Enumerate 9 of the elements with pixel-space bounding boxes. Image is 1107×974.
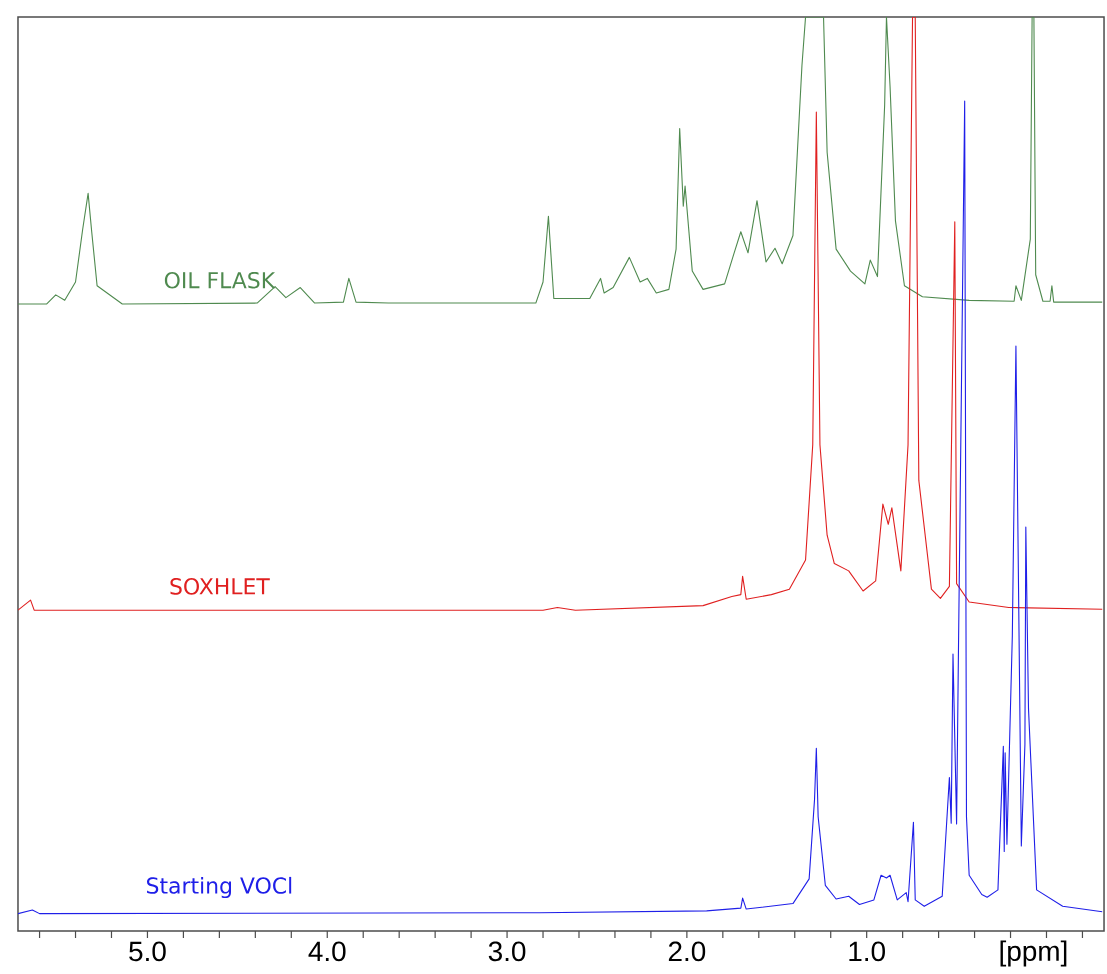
x-tick-label: 5.0 <box>129 941 166 962</box>
series-label: SOXHLET <box>170 578 270 595</box>
x-axis-title: [ppm] <box>1000 940 1067 967</box>
x-tick-label: 3.0 <box>488 941 526 962</box>
x-tick-label: 1.0 <box>849 941 885 962</box>
series-label: OIL FLASK <box>164 271 276 289</box>
series-label: Starting VOCl <box>146 876 292 899</box>
x-tick-label: 4.0 <box>308 941 346 962</box>
x-tick-label: 2.0 <box>668 941 706 962</box>
